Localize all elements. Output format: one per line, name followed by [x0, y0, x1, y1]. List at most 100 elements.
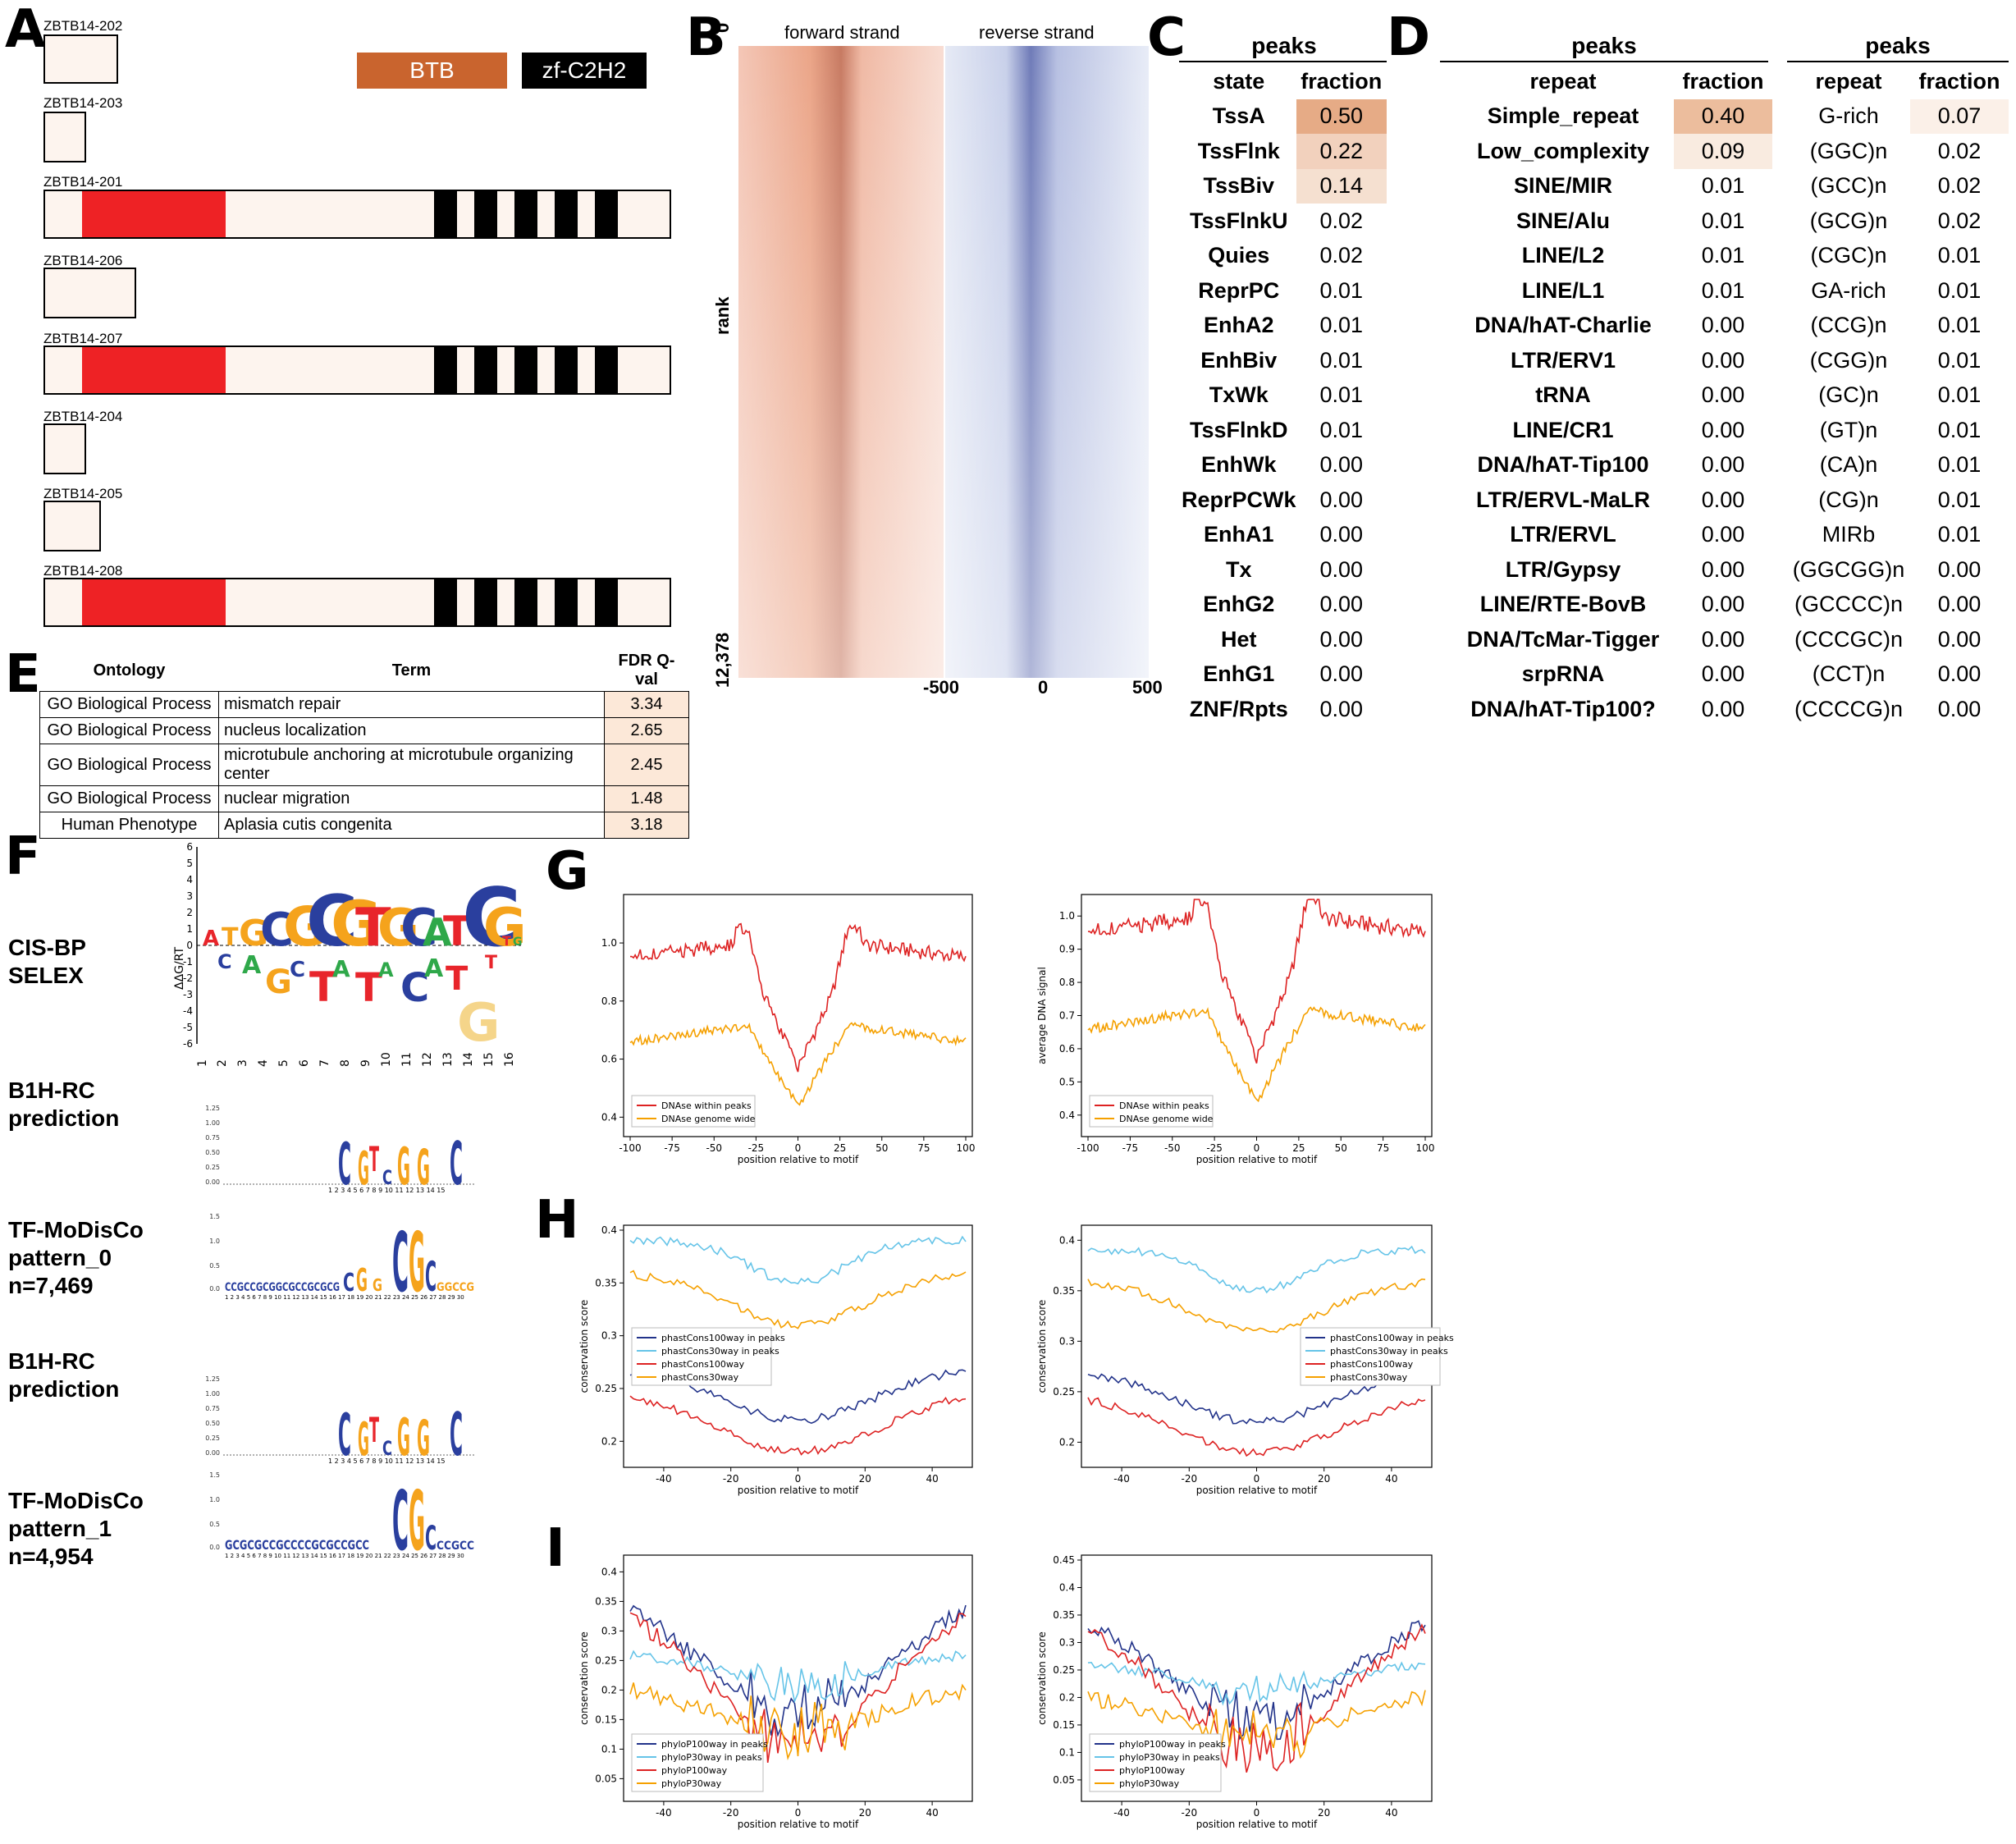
state-cell: ReprPCWk: [1182, 487, 1296, 512]
line-chart-I: -40 -20 0 20 40 0.05 0.1 0.15 0.2 0.25 0.3 0.35 0.4 p…: [578, 1554, 973, 1830]
x-tick-label: -40: [1113, 1473, 1130, 1485]
table-c-rule: [1179, 61, 1387, 62]
state-cell: TssFlnkU: [1190, 208, 1288, 233]
y-tick-label: 0.2: [1059, 1436, 1075, 1448]
table-row: (CG)n 0.01: [1787, 483, 2009, 518]
fraction-cell: 0.01: [1937, 382, 1982, 408]
table-row: (GGCGG)n 0.00: [1787, 552, 2009, 588]
logo-letters: A T G C G C G T G C A T C G T G C A G C …: [203, 872, 527, 1054]
table-row: (CCT)n 0.00: [1787, 657, 2009, 693]
ontology-cell: GO Biological Process: [39, 717, 219, 744]
fraction-cell: 0.01: [1937, 313, 1982, 338]
legend-entry: DNAse within peaks: [661, 1100, 752, 1111]
state-cell: EnhG1: [1203, 661, 1275, 687]
fraction-cell: 0.01: [1701, 243, 1745, 268]
svg-text:C: C: [290, 958, 305, 982]
svg-text:0.0: 0.0: [209, 1544, 220, 1551]
state-cell: ReprPC: [1198, 277, 1280, 303]
col-repeat: repeat: [1529, 68, 1597, 94]
y-tick-label: 0.25: [595, 1654, 617, 1666]
y-tick-label: 0.25: [1053, 1386, 1075, 1398]
table-e: Ontology Term FDR Q-val GO Biological Pr…: [39, 650, 689, 839]
motif-label-3: TF-MoDisCo pattern_0 n=7,469: [8, 1216, 144, 1300]
fraction-cell: 0.00: [1319, 661, 1364, 687]
col-fraction: fraction: [1682, 68, 1764, 94]
series-line: [629, 1395, 967, 1456]
fraction-cell: 0.40: [1674, 98, 1772, 134]
legend-entry: phyloP100way in peaks: [661, 1739, 768, 1750]
svg-text:G: G: [417, 1139, 430, 1194]
state-cell: TssBiv: [1203, 173, 1275, 199]
svg-text:0.0: 0.0: [209, 1285, 220, 1293]
fraction-cell: 0.02: [1319, 208, 1364, 233]
table-row: Simple_repeat 0.40: [1452, 98, 1772, 134]
repeat-cell: (GCG)n: [1809, 208, 1888, 233]
zf-domain: [514, 579, 537, 625]
fraction-cell: 0.14: [1296, 168, 1387, 204]
x-tick-label: 40: [926, 1473, 938, 1485]
zf-domain: [555, 347, 578, 393]
x-axis-label: position relative to motif: [1196, 1154, 1318, 1165]
svg-text:0.25: 0.25: [205, 1164, 220, 1171]
x-tick-label: 75: [1377, 1142, 1389, 1154]
repeat-cell: tRNA: [1535, 382, 1591, 408]
table-row: (GT)n 0.01: [1787, 413, 2009, 448]
y-tick-label: 0.6: [1059, 1043, 1075, 1055]
zf-domain: [595, 191, 618, 237]
svg-text:G: G: [409, 1215, 425, 1301]
x-tick-label: 20: [1318, 1473, 1330, 1485]
table-row: (GCCCC)n 0.00: [1787, 588, 2009, 623]
zf-domain: [595, 579, 618, 625]
series-line: [1087, 1623, 1426, 1773]
y-tick-label: 0.6: [601, 1054, 617, 1065]
svg-text:-2: -2: [183, 972, 193, 984]
panel-label-b: B: [686, 7, 726, 68]
fraction-cell: 0.00: [1937, 626, 1982, 652]
table-d2: repeat fraction G-rich 0.07 (GGC)n 0.02 (GCC)…: [1787, 64, 2009, 727]
table-row: (GGC)n 0.02: [1787, 134, 2009, 169]
panel-label-h: H: [535, 1190, 579, 1251]
state-cell: Tx: [1226, 556, 1252, 582]
col-fraction: fraction: [1301, 68, 1383, 94]
svg-text:6: 6: [186, 841, 193, 853]
table-row: Het 0.00: [1182, 622, 1387, 657]
table-d2-title: peaks: [1865, 33, 1931, 58]
svg-text:G: G: [397, 1407, 410, 1465]
fraction-cell: 0.00: [1701, 592, 1745, 617]
svg-text:C: C: [450, 1129, 463, 1194]
x-tick-label: 0: [1254, 1142, 1260, 1154]
legend-zf: zf-C2H2: [522, 53, 647, 89]
transcript-label: ZBTB14-202: [43, 18, 123, 34]
svg-text:4: 4: [186, 874, 193, 885]
repeat-cell: (CA)n: [1819, 452, 1878, 478]
svg-text:4: 4: [257, 1059, 270, 1067]
table-row: LINE/RTE-BovB 0.00: [1452, 588, 1772, 623]
repeat-cell: LINE/L1: [1521, 277, 1605, 303]
table-row: Tx 0.00: [1182, 552, 1387, 588]
svg-text:T: T: [485, 953, 497, 973]
svg-text:1: 1: [186, 923, 193, 935]
y-axis-label: conservation score: [1036, 1300, 1048, 1393]
panel-label-e: E: [5, 644, 41, 705]
legend-entry: phastCons30way: [1330, 1372, 1408, 1383]
svg-text:0.50: 0.50: [205, 1420, 220, 1427]
table-row: ReprPC 0.01: [1182, 273, 1387, 309]
svg-text:1 2 3 4 5 6 7 8 9 10 11 12 13: 1 2 3 4 5 6 7 8 9 10 11 12 13 14 15: [328, 1457, 446, 1465]
svg-text:C: C: [450, 1400, 463, 1465]
x-tick-label: -25: [748, 1142, 765, 1154]
svg-text:0.00: 0.00: [205, 1178, 220, 1186]
svg-text:11: 11: [400, 1052, 414, 1067]
panel-label-a: A: [5, 0, 46, 60]
x-axis-label: position relative to motif: [738, 1819, 859, 1830]
fraction-cell: 0.00: [1319, 626, 1364, 652]
col-term: Term: [391, 661, 432, 679]
x-tick-label: -25: [1206, 1142, 1223, 1154]
fraction-cell: 0.07: [1910, 98, 2009, 134]
x-axis-label: position relative to motif: [738, 1154, 859, 1165]
x-tick-label: -20: [1181, 1807, 1197, 1819]
svg-text:C: C: [338, 1131, 351, 1194]
x-tick-label: -40: [656, 1807, 672, 1819]
label-line: prediction: [8, 1376, 120, 1402]
y-tick-label: 0.05: [1053, 1774, 1075, 1786]
fdr-cell: 1.48: [604, 785, 689, 812]
